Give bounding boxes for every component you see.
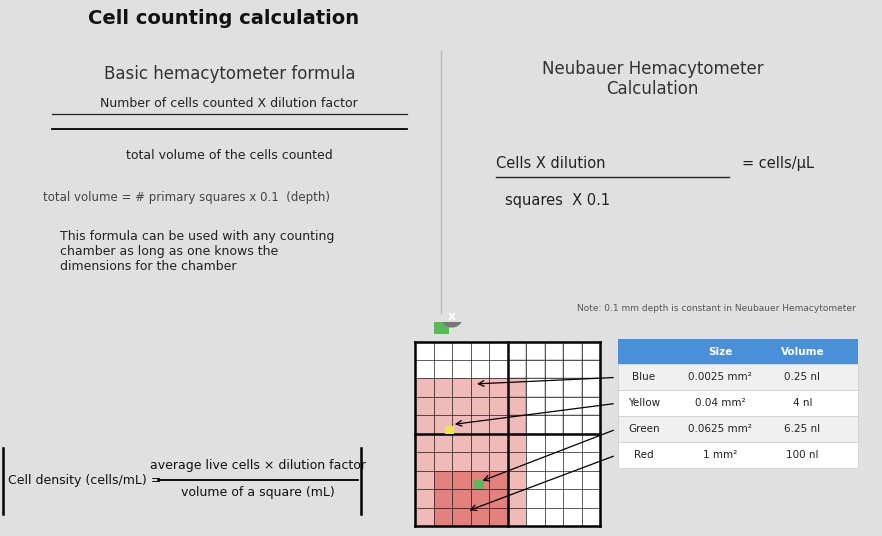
Circle shape <box>441 306 463 327</box>
Text: total volume = # primary squares x 0.1  (depth): total volume = # primary squares x 0.1 (… <box>43 191 330 204</box>
Text: Volume: Volume <box>781 346 825 356</box>
Text: Cells X dilution: Cells X dilution <box>496 156 606 171</box>
Text: 0.0625 mm²: 0.0625 mm² <box>688 425 752 434</box>
Bar <box>618 416 858 442</box>
Text: Number of cells counted X dilution factor: Number of cells counted X dilution facto… <box>101 97 358 110</box>
Text: Size: Size <box>708 346 732 356</box>
Text: This formula can be used with any counting
chamber as long as one knows the
dime: This formula can be used with any counti… <box>60 229 334 273</box>
Text: squares  X 0.1: squares X 0.1 <box>505 193 609 209</box>
Text: 6.25 nl: 6.25 nl <box>784 425 820 434</box>
Bar <box>433 471 507 526</box>
Bar <box>433 320 449 333</box>
Text: Cell counting calculation: Cell counting calculation <box>88 9 359 28</box>
Text: Basic hemacytometer formula: Basic hemacytometer formula <box>103 65 355 83</box>
Bar <box>618 364 858 390</box>
Text: 100 nl: 100 nl <box>786 450 818 460</box>
Text: Note: 0.1 mm depth is constant in Neubauer Hemacytometer: Note: 0.1 mm depth is constant in Neubau… <box>577 304 856 313</box>
Text: average live cells × dilution factor: average live cells × dilution factor <box>150 459 366 472</box>
Text: volume of a square (mL): volume of a square (mL) <box>181 486 335 499</box>
Text: total volume of the cells counted: total volume of the cells counted <box>126 149 333 162</box>
Text: 0.25 nl: 0.25 nl <box>784 373 820 383</box>
Text: Neubauer Hemacytometer
Calculation: Neubauer Hemacytometer Calculation <box>542 59 764 99</box>
Bar <box>415 341 600 526</box>
Text: Red: Red <box>634 450 654 460</box>
Text: x: x <box>448 310 456 323</box>
Text: Blue: Blue <box>632 373 655 383</box>
Bar <box>445 426 454 434</box>
Bar <box>415 378 526 526</box>
Text: = cells/μL: = cells/μL <box>742 156 813 171</box>
Text: 0.04 mm²: 0.04 mm² <box>695 398 745 408</box>
Text: Cell density (cells/mL) =: Cell density (cells/mL) = <box>8 474 166 487</box>
Text: Yellow: Yellow <box>628 398 660 408</box>
Bar <box>618 390 858 416</box>
Bar <box>618 339 858 364</box>
Text: 0.0025 mm²: 0.0025 mm² <box>688 373 751 383</box>
Text: 4 nl: 4 nl <box>793 398 812 408</box>
Text: 1 mm²: 1 mm² <box>703 450 737 460</box>
Bar <box>475 480 484 489</box>
Bar <box>618 442 858 468</box>
Text: Green: Green <box>628 425 660 434</box>
